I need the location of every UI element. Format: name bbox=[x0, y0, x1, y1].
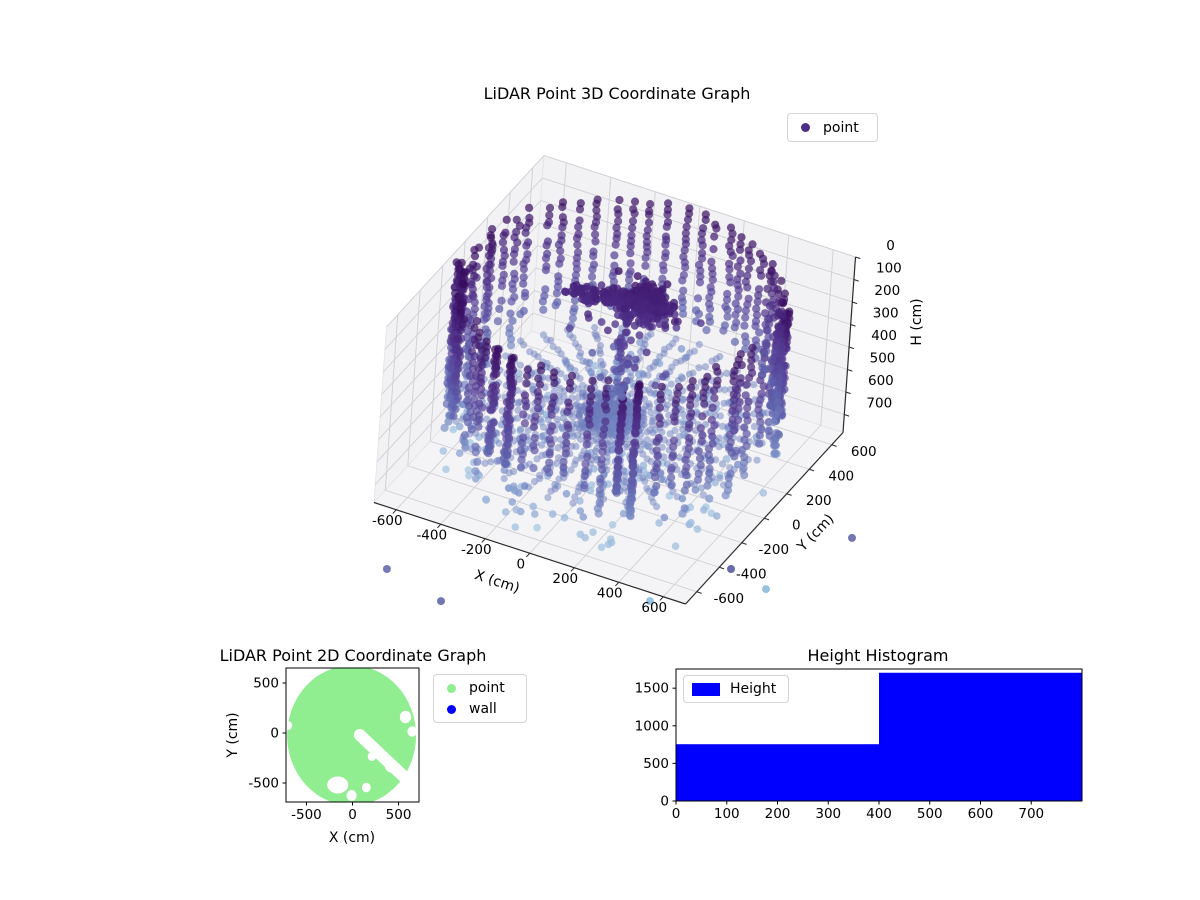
chart2d-xaxis-label: X (cm) bbox=[328, 830, 376, 846]
svg-text:500: 500 bbox=[386, 807, 412, 823]
wall-marker-icon bbox=[447, 704, 456, 714]
svg-text:300: 300 bbox=[873, 306, 899, 322]
chart2d-legend: point wall bbox=[433, 674, 527, 723]
svg-text:400: 400 bbox=[828, 468, 854, 484]
svg-text:400: 400 bbox=[866, 806, 892, 822]
svg-text:600: 600 bbox=[868, 373, 894, 389]
point-cloud bbox=[382, 195, 856, 606]
chart3d-haxis-label: H (cm) bbox=[909, 298, 925, 346]
legend-label: Height bbox=[730, 681, 777, 697]
legend-label: wall bbox=[469, 701, 497, 717]
chart3d-title: LiDAR Point 3D Coordinate Graph bbox=[483, 84, 751, 103]
svg-text:0: 0 bbox=[516, 556, 525, 572]
svg-text:-400: -400 bbox=[736, 566, 767, 582]
svg-text:-400: -400 bbox=[416, 527, 447, 543]
chart3d: -600-400-2000200400600-600-400-200020040… bbox=[372, 154, 902, 616]
svg-text:-500: -500 bbox=[291, 807, 322, 823]
svg-text:200: 200 bbox=[806, 493, 832, 509]
svg-text:200: 200 bbox=[765, 806, 791, 822]
svg-text:600: 600 bbox=[851, 444, 877, 460]
svg-text:100: 100 bbox=[714, 806, 740, 822]
svg-text:-500: -500 bbox=[248, 776, 279, 792]
svg-text:400: 400 bbox=[871, 328, 897, 344]
legend-entry-height: Height bbox=[684, 681, 788, 697]
svg-text:600: 600 bbox=[641, 600, 667, 616]
svg-text:0: 0 bbox=[886, 238, 895, 254]
svg-text:600: 600 bbox=[968, 806, 994, 822]
histogram: 0 100 200 300 400 500 600 700 0 500 1000 1500 bbox=[635, 668, 1083, 822]
legend-entry-point: point bbox=[788, 120, 877, 136]
svg-text:0: 0 bbox=[792, 517, 801, 533]
hist-title: Height Histogram bbox=[807, 646, 949, 665]
hist-legend: Height bbox=[683, 675, 789, 703]
chart2d-title: LiDAR Point 2D Coordinate Graph bbox=[219, 646, 487, 665]
chart3d-legend: point bbox=[787, 113, 878, 142]
legend-label: point bbox=[823, 119, 859, 136]
legend-entry-point: point bbox=[434, 680, 526, 696]
svg-text:0: 0 bbox=[270, 726, 279, 742]
svg-text:0: 0 bbox=[672, 806, 681, 822]
svg-text:500: 500 bbox=[643, 756, 669, 772]
svg-text:1500: 1500 bbox=[635, 681, 669, 697]
svg-text:-200: -200 bbox=[758, 542, 789, 558]
height-bars bbox=[676, 672, 1082, 801]
svg-text:1000: 1000 bbox=[635, 718, 669, 734]
svg-text:500: 500 bbox=[253, 676, 279, 692]
legend-entry-wall: wall bbox=[434, 701, 526, 717]
height-swatch-icon bbox=[692, 682, 720, 696]
chart2d-yaxis-label: Y (cm) bbox=[225, 712, 241, 758]
svg-text:500: 500 bbox=[870, 351, 896, 367]
svg-text:400: 400 bbox=[597, 585, 623, 601]
point-marker-icon bbox=[801, 123, 810, 132]
svg-text:100: 100 bbox=[876, 261, 902, 277]
svg-text:-600: -600 bbox=[372, 513, 403, 529]
point-marker-icon bbox=[447, 683, 456, 693]
svg-text:500: 500 bbox=[917, 806, 943, 822]
svg-text:0: 0 bbox=[348, 807, 357, 823]
svg-text:-200: -200 bbox=[461, 542, 492, 558]
svg-text:0: 0 bbox=[660, 794, 669, 810]
svg-text:200: 200 bbox=[552, 571, 578, 587]
svg-text:200: 200 bbox=[874, 283, 900, 299]
svg-text:700: 700 bbox=[866, 396, 892, 412]
legend-label: point bbox=[469, 680, 505, 696]
chart3d-ticks: -600-400-2000200400600-600-400-200020040… bbox=[372, 238, 902, 616]
svg-text:700: 700 bbox=[1018, 806, 1044, 822]
svg-text:-600: -600 bbox=[713, 591, 744, 607]
svg-text:300: 300 bbox=[815, 806, 841, 822]
chart2d: -500 0 500 -500 0 500 bbox=[248, 667, 420, 823]
point-region bbox=[286, 668, 419, 802]
